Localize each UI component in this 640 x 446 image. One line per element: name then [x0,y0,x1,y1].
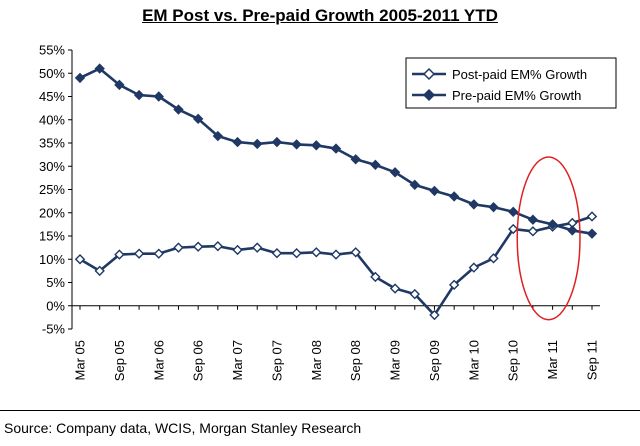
series-post-paid [74,211,598,321]
x-tick-label: Sep 10 [506,340,521,381]
data-point [488,201,499,213]
data-point [94,265,105,277]
data-point [252,242,263,253]
data-point [527,214,539,225]
data-point [271,136,283,148]
legend-label-pre-paid: Pre-paid EM% Growth [452,88,581,103]
data-point [94,63,105,74]
data-point [409,288,420,300]
y-tick-label: 0% [46,298,65,313]
y-tick-label: 5% [46,275,65,290]
source-note: Source: Company data, WCIS, Morgan Stanl… [4,420,362,436]
y-tick-label: 55% [39,43,65,58]
data-point [212,241,224,252]
x-tick-label: Sep 07 [269,340,284,381]
y-tick-label: 50% [39,66,65,81]
legend-marker-post-paid [422,67,436,81]
x-tick-label: Sep 08 [348,340,363,381]
y-tick-label: 40% [39,112,65,127]
series-pre-paid [74,63,598,239]
chart-title: EM Post vs. Pre-paid Growth 2005-2011 YT… [142,6,498,25]
data-point [133,248,145,259]
data-point [114,79,125,91]
data-point [567,225,578,236]
data-point [448,191,460,202]
data-point [291,248,302,259]
x-tick-label: Sep 11 [585,340,600,380]
data-point [350,154,361,165]
data-point [468,262,480,273]
y-axis: 55% 50% 45% 40% 35% 30% 25% 20% 15% 10% 5% 0% -5% [39,43,73,337]
chart-legend: Post-paid EM% Growth Pre-paid EM% Growth [405,57,617,109]
legend-label-post-paid: Post-paid EM% Growth [452,67,587,82]
data-point [74,254,86,265]
data-point [173,104,184,115]
y-tick-label: 20% [39,205,65,220]
data-point [488,253,499,264]
y-tick-label: 45% [39,89,65,104]
data-point [508,223,519,235]
x-tick-label: Sep 09 [427,340,442,381]
data-point [468,199,480,210]
y-tick-label: 10% [39,252,65,267]
data-point [271,248,283,259]
highlight-ellipse [516,156,581,321]
data-point [370,159,381,171]
x-tick-label: Mar 10 [466,340,481,380]
y-tick-label: 25% [39,182,65,197]
x-axis: Mar 05 Sep 05 Mar 06 Sep 06 Mar 07 Sep 07 Mar … [72,305,600,381]
data-point [311,140,322,151]
data-point [153,91,164,102]
y-tick-label: 35% [39,136,65,151]
x-tick-label: Mar 11 [545,340,560,380]
data-point [212,130,224,142]
data-point [311,247,322,258]
data-point [133,89,145,101]
data-point [527,226,539,237]
data-point [508,206,519,218]
data-point [173,242,184,253]
data-point [232,136,243,148]
data-point [291,139,302,150]
data-point [350,247,361,258]
chart-annotation [516,156,581,321]
data-point [429,309,440,321]
x-tick-label: Mar 08 [309,340,324,380]
y-tick-label: 15% [39,229,65,244]
x-tick-label: Mar 05 [73,340,88,380]
x-tick-label: Sep 06 [191,340,206,381]
data-point [586,211,598,222]
y-tick-label: 30% [39,159,65,174]
data-point [389,283,401,294]
data-point [547,219,558,230]
data-point [330,249,342,260]
data-point [409,179,420,191]
data-point [192,113,204,125]
data-point [74,72,86,84]
data-point [389,167,401,178]
x-tick-label: Mar 09 [388,340,403,380]
data-point [330,143,342,154]
legend-box [405,57,617,109]
data-point [232,244,243,256]
data-point [586,228,598,239]
source-divider [0,410,640,411]
y-tick-label: -5% [42,322,66,337]
legend-marker-pre-paid [422,88,436,102]
data-point [153,248,164,259]
x-tick-label: Mar 07 [230,340,245,380]
chart-series [74,63,598,321]
data-point [114,249,125,260]
x-tick-label: Mar 06 [151,340,166,380]
data-point [192,241,204,252]
data-point [448,279,460,291]
data-point [429,185,440,197]
data-point [252,138,263,150]
x-tick-label: Sep 05 [112,340,127,381]
data-point [370,271,381,283]
